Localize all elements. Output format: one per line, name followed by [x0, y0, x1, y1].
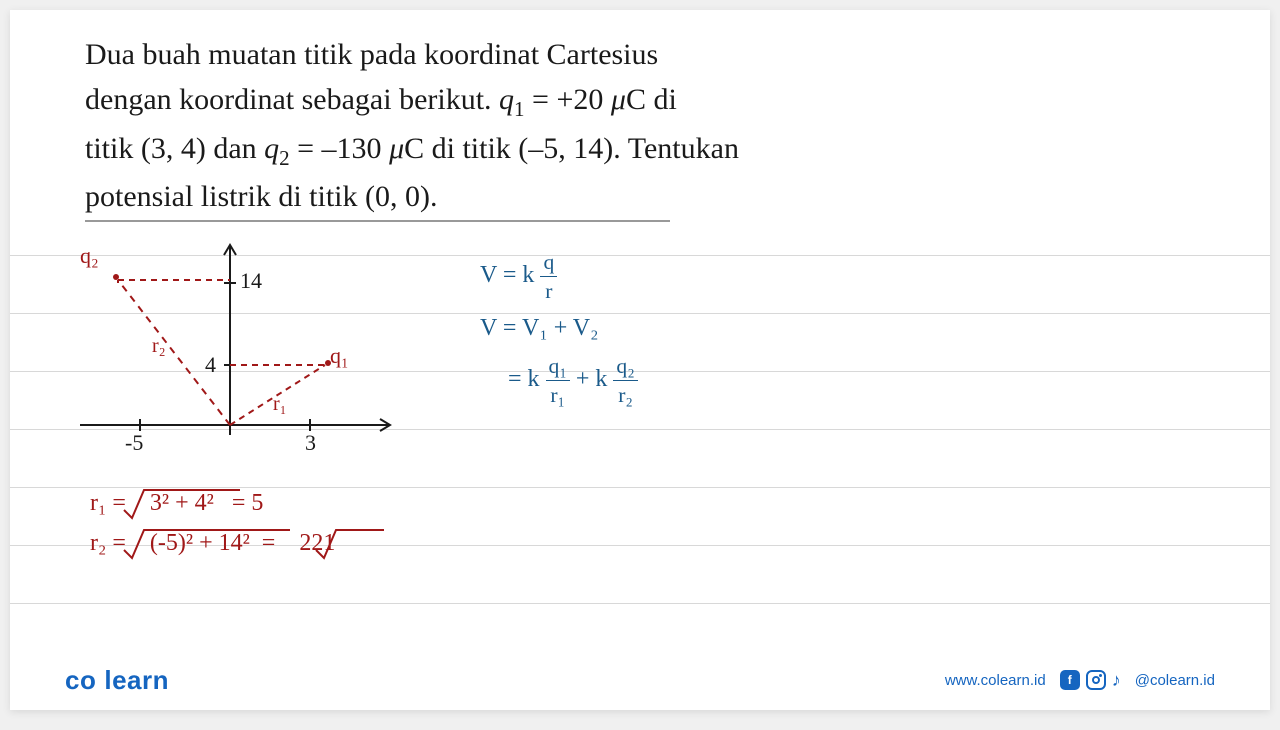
- underline: [85, 220, 670, 222]
- facebook-icon: f: [1060, 670, 1080, 690]
- problem-line-3: titik (3, 4) dan q2 = –130 μC di titik (…: [85, 126, 1195, 175]
- problem-statement: Dua buah muatan titik pada koordinat Car…: [85, 32, 1195, 219]
- instagram-icon: [1086, 670, 1106, 690]
- calc-r1: r₁ = 3² + 4² = 5: [90, 490, 263, 517]
- page: Dua buah muatan titik pada koordinat Car…: [10, 10, 1270, 710]
- footer-right: www.colearn.id f ♪ @colearn.id: [945, 670, 1215, 691]
- footer-url: www.colearn.id: [945, 672, 1046, 689]
- label-14: 14: [240, 268, 262, 294]
- label-neg5: -5: [125, 430, 143, 456]
- label-r2: r₂: [152, 335, 166, 358]
- formula-block: V = k qr V = V₁ + V₂ = k q₁r₁ + k q₂r₂: [480, 248, 760, 417]
- label-q2: q₂: [80, 243, 99, 269]
- formula-1: V = k qr: [480, 248, 760, 305]
- problem-line-1: Dua buah muatan titik pada koordinat Car…: [85, 32, 1195, 77]
- problem-line-4: potensial listrik di titik (0, 0).: [85, 174, 1195, 219]
- label-r1: r₁: [273, 393, 287, 416]
- label-4: 4: [205, 352, 216, 378]
- logo: colearn: [65, 665, 169, 696]
- formula-3: = k q₁r₁ + k q₂r₂: [480, 352, 760, 409]
- label-3: 3: [305, 430, 316, 456]
- social-handle: @colearn.id: [1135, 672, 1215, 689]
- calc-r2: r₂ = (-5)² + 14² = 221: [90, 530, 335, 557]
- formula-2: V = V₁ + V₂: [480, 313, 760, 344]
- footer: colearn www.colearn.id f ♪ @colearn.id: [10, 650, 1270, 710]
- tiktok-icon: ♪: [1112, 670, 1121, 691]
- social-icons: f ♪: [1060, 670, 1121, 691]
- problem-line-2: dengan koordinat sebagai berikut. q1 = +…: [85, 77, 1195, 126]
- label-q1: q₁: [330, 343, 349, 369]
